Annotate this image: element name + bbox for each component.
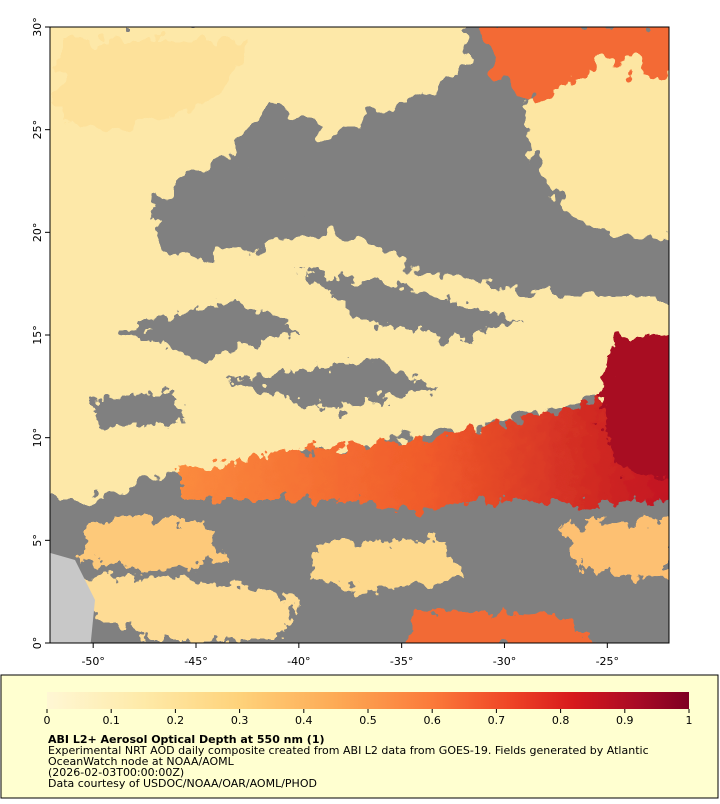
y-tick-label: 30° bbox=[31, 17, 44, 37]
map-image bbox=[50, 27, 669, 643]
colorbar-tick-label: 0.5 bbox=[359, 714, 377, 727]
caption-line: Data courtesy of USDOC/NOAA/OAR/AOML/PHO… bbox=[48, 777, 317, 790]
colorbar-tick-label: 0.4 bbox=[295, 714, 313, 727]
x-tick-label: -50° bbox=[81, 655, 104, 668]
y-tick-label: 10° bbox=[31, 428, 44, 448]
caption-line: OceanWatch node at NOAA/AOML bbox=[48, 755, 235, 768]
colorbar-tick-label: 0.8 bbox=[552, 714, 570, 727]
colorbar-tick-label: 0.2 bbox=[167, 714, 185, 727]
colorbar-tick-label: 0.7 bbox=[488, 714, 506, 727]
y-tick-label: 5° bbox=[31, 534, 44, 547]
x-tick-label: -30° bbox=[493, 655, 516, 668]
caption-title: ABI L2+ Aerosol Optical Depth at 550 nm … bbox=[48, 733, 325, 746]
y-tick-label: 15° bbox=[31, 325, 44, 345]
colorbar-tick-label: 0.9 bbox=[616, 714, 634, 727]
colorbar-tick-label: 0.6 bbox=[423, 714, 441, 727]
y-tick-label: 20° bbox=[31, 223, 44, 243]
y-tick-label: 25° bbox=[31, 120, 44, 140]
colorbar-tick-label: 1 bbox=[686, 714, 693, 727]
x-tick-label: -40° bbox=[287, 655, 310, 668]
colorbar-tick-label: 0.3 bbox=[231, 714, 249, 727]
x-tick-label: -25° bbox=[596, 655, 619, 668]
colorbar bbox=[47, 692, 689, 709]
caption-line: (2026-02-03T00:00:00Z) bbox=[48, 766, 184, 779]
x-tick-label: -45° bbox=[184, 655, 207, 668]
caption-line: Experimental NRT AOD daily composite cre… bbox=[48, 744, 649, 757]
colorbar-tick-label: 0.1 bbox=[102, 714, 120, 727]
y-tick-label: 0° bbox=[31, 637, 44, 650]
colorbar-tick-label: 0 bbox=[44, 714, 51, 727]
x-tick-label: -35° bbox=[390, 655, 413, 668]
